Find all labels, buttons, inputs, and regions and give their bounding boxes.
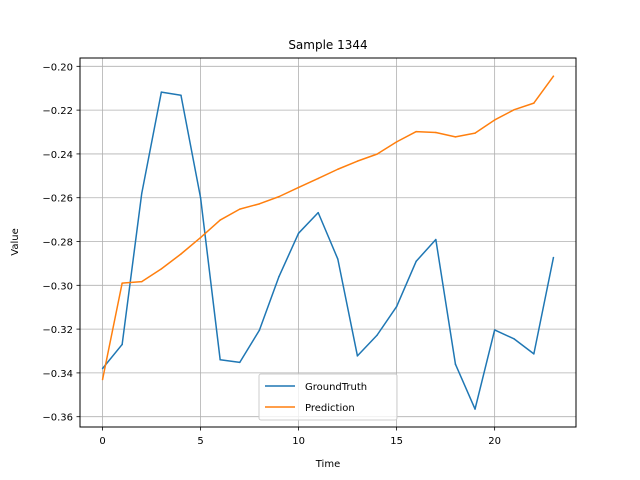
y-tick-label: −0.22 [42,106,73,117]
data-point-groundtruth [513,338,515,340]
data-point-groundtruth [101,367,104,370]
data-point-groundtruth [356,355,359,357]
plot-frame [79,57,577,428]
x-axis-ticks: 0 5 10 15 20 [99,427,501,447]
data-point-prediction [160,268,163,270]
x-tick-label: 5 [197,436,203,447]
y-axis-label: Value [10,228,21,255]
data-point-groundtruth [474,408,476,410]
data-point-prediction [513,108,515,111]
data-point-prediction [356,160,359,162]
data-point-prediction [219,219,221,221]
data-point-groundtruth [278,275,280,278]
data-point-prediction [474,132,476,134]
data-point-groundtruth [435,238,437,241]
data-point-groundtruth [493,329,496,331]
legend: GroundTruth Prediction [258,373,398,421]
data-point-prediction [337,168,339,170]
data-point-groundtruth [141,192,143,195]
data-point-groundtruth [180,94,182,96]
data-point-prediction [395,141,398,143]
data-point-groundtruth [376,334,378,336]
y-tick-label: −0.20 [42,62,73,73]
data-point-prediction [239,208,241,210]
data-point-groundtruth [121,343,123,346]
grid [80,58,576,427]
data-point-groundtruth [219,359,221,361]
data-point-prediction [278,195,280,198]
y-tick-label: −0.36 [42,413,73,424]
data-point-prediction [533,102,535,104]
data-point-prediction [552,75,555,77]
series-line-prediction [101,75,555,380]
x-axis-label: Time [315,459,340,470]
data-point-groundtruth [415,260,417,262]
data-point-prediction [493,119,496,121]
y-tick-label: −0.30 [42,281,73,292]
data-point-groundtruth [337,258,339,260]
data-point-prediction [121,282,123,284]
data-point-prediction [101,378,104,381]
x-tick-label: 20 [488,436,501,447]
legend-label-prediction: Prediction [305,403,355,414]
data-point-groundtruth [317,211,319,214]
data-point-groundtruth [160,91,163,93]
legend-label-groundtruth: GroundTruth [305,382,367,393]
data-point-prediction [454,136,457,138]
x-tick-label: 0 [99,436,105,447]
data-point-prediction [376,153,378,155]
series-layer [101,75,555,410]
x-tick-label: 10 [292,436,305,447]
data-point-groundtruth [552,256,555,259]
data-point-prediction [297,186,300,189]
data-point-groundtruth [199,196,202,199]
data-point-prediction [180,253,182,255]
data-point-prediction [199,236,202,239]
data-point-groundtruth [395,305,398,308]
data-point-groundtruth [239,361,241,364]
y-axis-ticks: −0.36 −0.34 −0.32 −0.30 −0.28 −0.26 −0.24 −0.22… [42,62,80,424]
y-tick-label: −0.26 [42,194,73,205]
data-point-prediction [141,280,143,283]
x-tick-label: 15 [390,436,403,447]
data-point-prediction [415,130,417,133]
y-tick-label: −0.28 [42,238,73,249]
data-point-groundtruth [297,232,300,234]
data-point-groundtruth [533,353,535,355]
data-point-prediction [258,203,261,205]
y-tick-label: −0.34 [42,369,73,380]
series-line-groundtruth [101,91,555,410]
y-tick-label: −0.24 [42,150,73,161]
data-point-prediction [435,131,437,134]
data-point-groundtruth [454,363,457,365]
chart-title: Sample 1344 [288,38,367,52]
data-point-groundtruth [258,329,261,331]
y-tick-label: −0.32 [42,325,73,336]
data-point-prediction [317,177,319,180]
